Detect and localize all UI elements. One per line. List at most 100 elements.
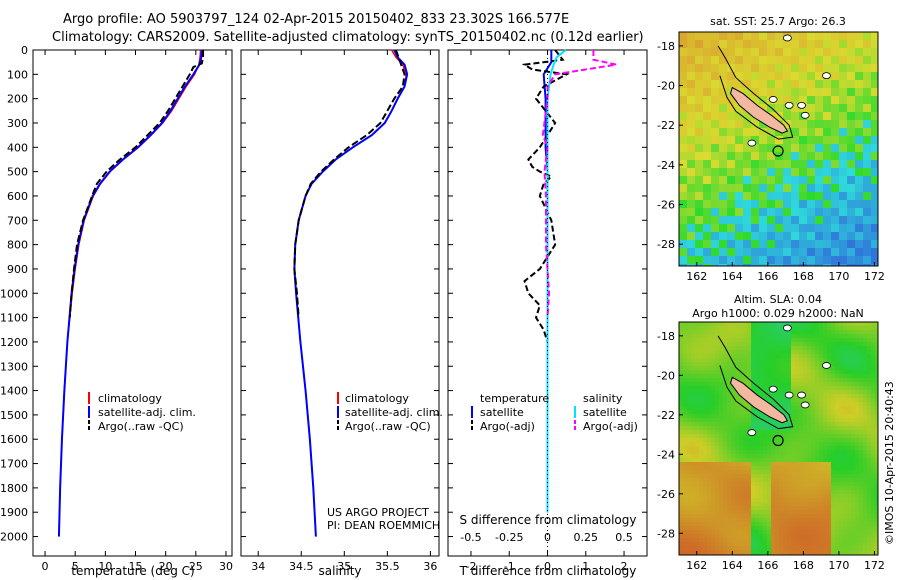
map-cell [799, 474, 804, 479]
map-cell [747, 546, 752, 551]
map-cell [743, 208, 752, 217]
map-cell [735, 394, 740, 399]
s-difference-axis-label: S difference from climatology [460, 513, 637, 527]
map-cell [799, 482, 804, 487]
map-cell [747, 414, 752, 419]
map-cell [807, 136, 816, 145]
map-cell [687, 216, 696, 225]
map-cell [819, 522, 824, 527]
map-cell [727, 176, 736, 185]
map-cell [851, 482, 856, 487]
map-cell [767, 494, 772, 499]
map-cell [871, 490, 876, 495]
map-cell [743, 530, 748, 535]
map-cell [843, 374, 848, 379]
map-cell [835, 490, 840, 495]
map-cell [723, 438, 728, 443]
map-cell [695, 414, 700, 419]
map-cell [843, 426, 848, 431]
map-cell [727, 506, 732, 511]
map-cell [839, 370, 844, 375]
map-cell [759, 378, 764, 383]
map-cell [847, 398, 852, 403]
map-cell [719, 462, 724, 467]
map-cell [815, 522, 820, 527]
map-cell [783, 514, 788, 519]
map-cell [803, 414, 808, 419]
map-cell [763, 322, 768, 327]
map-cell [795, 490, 800, 495]
map-cell [787, 546, 792, 551]
map-cell [807, 490, 812, 495]
map-cell [863, 478, 868, 483]
map-cell [727, 538, 732, 543]
map-cell [703, 450, 708, 455]
map-cell [815, 450, 820, 455]
map-cell [779, 514, 784, 519]
map-cell [767, 32, 776, 41]
temperature-legend: climatology satellite-adj. clim. Argo(..… [88, 392, 196, 433]
map-cell [839, 446, 844, 451]
map-cell [779, 406, 784, 411]
map-cell [735, 264, 744, 266]
map-cell [751, 96, 760, 105]
map-cell [755, 338, 760, 343]
map-cell [839, 398, 844, 403]
map-cell [799, 362, 804, 367]
imos-credit: ©IMOS 10-Apr-2015 20:40:43 [883, 381, 896, 545]
map-cell [751, 406, 756, 411]
map-cell [687, 56, 696, 65]
map-cell [703, 160, 712, 169]
map-cell [763, 378, 768, 383]
map-cell [727, 128, 736, 137]
map-cell [803, 386, 808, 391]
map-cell [855, 426, 860, 431]
map-cell [815, 136, 824, 145]
map-cell [767, 326, 772, 331]
map-cell [791, 48, 800, 57]
map-cell [851, 418, 856, 423]
map-cell [863, 240, 872, 249]
map-cell [803, 454, 808, 459]
map-cell [787, 430, 792, 435]
map-cell [683, 470, 688, 475]
map-cell [687, 418, 692, 423]
map-cell [739, 358, 744, 363]
map-cell [787, 346, 792, 351]
map-cell [755, 374, 760, 379]
map-cell [703, 506, 708, 511]
map-cell [859, 510, 864, 515]
map-cell [851, 530, 856, 535]
map-cell [863, 370, 868, 375]
map-cell [815, 550, 820, 555]
map-cell [767, 176, 776, 185]
map-cell [811, 358, 816, 363]
map-cell [711, 88, 720, 97]
map-cell [719, 104, 728, 113]
map-cell [791, 414, 796, 419]
map-cell [811, 546, 816, 551]
lon-tick-label: 164 [722, 559, 743, 572]
map-cell [807, 152, 816, 161]
map-cell [735, 56, 744, 65]
map-cell [719, 458, 724, 463]
map-cell [839, 358, 844, 363]
map-cell [683, 398, 688, 403]
map-cell [727, 232, 736, 241]
map-cell [695, 334, 700, 339]
map-cell [727, 326, 732, 331]
map-cell [771, 490, 776, 495]
map-cell [799, 168, 808, 177]
map-cell [843, 434, 848, 439]
map-cell [827, 446, 832, 451]
map-cell [859, 342, 864, 347]
map-cell [747, 442, 752, 447]
map-cell [831, 40, 840, 49]
map-cell [775, 482, 780, 487]
map-cell [771, 382, 776, 387]
map-cell [807, 264, 816, 266]
map-cell [819, 518, 824, 523]
map-cell [851, 486, 856, 491]
map-cell [691, 350, 696, 355]
map-cell [739, 538, 744, 543]
